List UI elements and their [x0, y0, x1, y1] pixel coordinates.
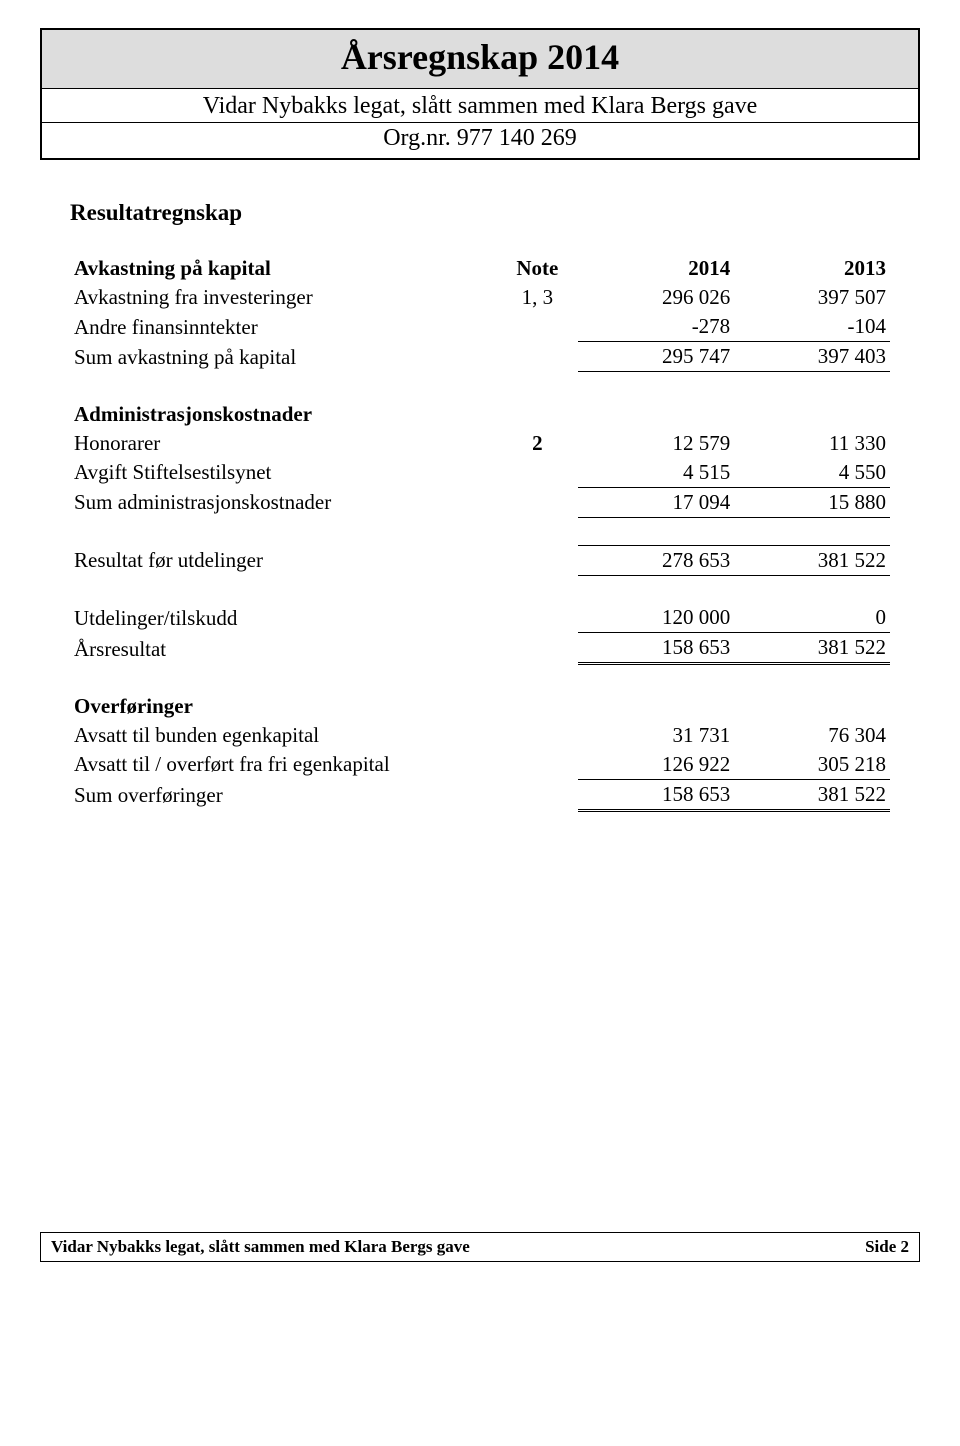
row-label: Andre finansinntekter: [70, 312, 496, 342]
footer-left: Vidar Nybakks legat, slått sammen med Kl…: [51, 1237, 470, 1257]
row-val-b: 305 218: [734, 750, 890, 780]
group-heading: Overføringer: [70, 692, 496, 721]
row-val-b: 397 403: [734, 342, 890, 372]
row-label: Sum avkastning på kapital: [70, 342, 496, 372]
row-val-b: 11 330: [734, 429, 890, 458]
row-val-b: 76 304: [734, 721, 890, 750]
page-title: Årsregnskap 2014: [42, 30, 918, 89]
table-row: Andre finansinntekter -278 -104: [70, 312, 890, 342]
page-footer: Vidar Nybakks legat, slått sammen med Kl…: [40, 1232, 920, 1262]
row-label: Honorarer: [70, 429, 496, 458]
annual-result-row: Årsresultat 158 653 381 522: [70, 633, 890, 664]
row-val-a: -278: [578, 312, 734, 342]
row-note: [496, 458, 578, 488]
row-label: Årsresultat: [70, 633, 496, 664]
result-before-row: Resultat før utdelinger 278 653 381 522: [70, 545, 890, 575]
row-val-b: 397 507: [734, 283, 890, 312]
table-row: Avsatt til / overført fra fri egenkapita…: [70, 750, 890, 780]
row-val-b: 4 550: [734, 458, 890, 488]
row-label: Avkastning fra investeringer: [70, 283, 496, 312]
group-heading: Avkastning på kapital: [70, 254, 496, 283]
row-val-a: 296 026: [578, 283, 734, 312]
table-row: Honorarer 2 12 579 11 330: [70, 429, 890, 458]
row-val-a: 31 731: [578, 721, 734, 750]
org-number: Org.nr. 977 140 269: [42, 123, 918, 158]
row-val-b: 381 522: [734, 545, 890, 575]
footer-right: Side 2: [865, 1237, 909, 1257]
row-label: Sum administrasjonskostnader: [70, 487, 496, 517]
col-year-a-header: 2014: [578, 254, 734, 283]
row-label: Utdelinger/tilskudd: [70, 603, 496, 633]
row-val-b: 15 880: [734, 487, 890, 517]
row-val-a: 12 579: [578, 429, 734, 458]
row-label: Avsatt til bunden egenkapital: [70, 721, 496, 750]
row-val-a: 278 653: [578, 545, 734, 575]
row-val-a: 17 094: [578, 487, 734, 517]
row-val-a: 295 747: [578, 342, 734, 372]
table-row: Avsatt til bunden egenkapital 31 731 76 …: [70, 721, 890, 750]
table-row: Avgift Stiftelsestilsynet 4 515 4 550: [70, 458, 890, 488]
row-note: 1, 3: [496, 283, 578, 312]
group-heading: Administrasjonskostnader: [70, 400, 496, 429]
total-row: Sum administrasjonskostnader 17 094 15 8…: [70, 487, 890, 517]
page-subtitle: Vidar Nybakks legat, slått sammen med Kl…: [42, 89, 918, 123]
ledger-table: Avkastning på kapital Note 2014 2013 Avk…: [70, 254, 890, 812]
row-label: Sum overføringer: [70, 779, 496, 810]
row-val-a: 120 000: [578, 603, 734, 633]
row-val-a: 158 653: [578, 779, 734, 810]
row-val-a: 126 922: [578, 750, 734, 780]
row-val-a: 158 653: [578, 633, 734, 664]
row-label: Avsatt til / overført fra fri egenkapita…: [70, 750, 496, 780]
table-row: Utdelinger/tilskudd 120 000 0: [70, 603, 890, 633]
row-val-b: 381 522: [734, 779, 890, 810]
row-val-b: -104: [734, 312, 890, 342]
total-row: Sum avkastning på kapital 295 747 397 40…: [70, 342, 890, 372]
row-label: Resultat før utdelinger: [70, 545, 496, 575]
row-note: [496, 312, 578, 342]
row-note: 2: [496, 429, 578, 458]
col-year-b-header: 2013: [734, 254, 890, 283]
table-row: Avkastning fra investeringer 1, 3 296 02…: [70, 283, 890, 312]
header-box: Årsregnskap 2014 Vidar Nybakks legat, sl…: [40, 28, 920, 160]
row-val-b: 0: [734, 603, 890, 633]
col-note-header: Note: [496, 254, 578, 283]
row-label: Avgift Stiftelsestilsynet: [70, 458, 496, 488]
row-val-a: 4 515: [578, 458, 734, 488]
section-heading: Resultatregnskap: [70, 200, 890, 226]
total-row: Sum overføringer 158 653 381 522: [70, 779, 890, 810]
row-val-b: 381 522: [734, 633, 890, 664]
